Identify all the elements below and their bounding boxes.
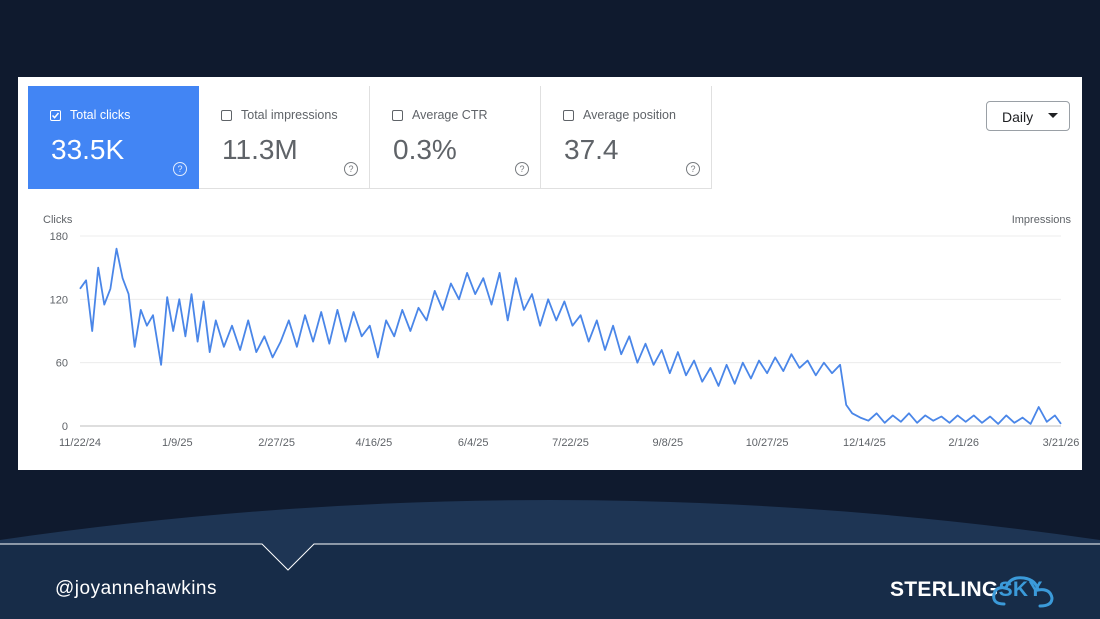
x-tick-label: 2/1/26	[948, 437, 979, 449]
checkbox-checked-icon[interactable]	[50, 110, 61, 121]
x-tick-label: 3/21/26	[1043, 437, 1080, 449]
y2-axis-label: Impressions	[1012, 214, 1072, 226]
help-icon[interactable]: ?	[344, 162, 358, 176]
help-icon[interactable]: ?	[686, 162, 700, 176]
help-icon[interactable]: ?	[515, 162, 529, 176]
search-performance-panel: Total clicks 33.5K ? Total impressions 1…	[18, 77, 1082, 470]
tile-label: Total clicks	[70, 108, 131, 122]
checkbox-icon[interactable]	[221, 110, 232, 121]
x-tick-label: 4/16/25	[356, 437, 393, 449]
x-tick-label: 9/8/25	[652, 437, 683, 449]
y-tick-label: 180	[50, 231, 68, 243]
logo-text-part1: STERLING	[890, 578, 999, 601]
caret-down-icon	[1048, 113, 1058, 118]
x-tick-label: 7/22/25	[552, 437, 589, 449]
x-tick-label: 10/27/25	[746, 437, 789, 449]
tile-value: 37.4	[564, 134, 619, 165]
metric-tiles: Total clicks 33.5K ? Total impressions 1…	[28, 86, 713, 189]
date-granularity-select[interactable]: Daily	[986, 101, 1070, 131]
tile-label: Total impressions	[241, 108, 338, 122]
checkbox-icon[interactable]	[563, 110, 574, 121]
background-wave	[0, 500, 1100, 619]
y-tick-label: 60	[56, 358, 68, 370]
tile-label: Average CTR	[412, 108, 488, 122]
twitter-handle: @joyannehawkins	[55, 578, 217, 599]
tile-total-clicks[interactable]: Total clicks 33.5K ?	[28, 86, 199, 189]
cloud-icon	[992, 576, 1054, 608]
help-icon[interactable]: ?	[173, 162, 187, 176]
x-tick-label: 12/14/25	[843, 437, 886, 449]
checkbox-icon[interactable]	[392, 110, 403, 121]
tile-value: 11.3M	[222, 134, 298, 165]
x-tick-label: 6/4/25	[458, 437, 489, 449]
tile-average-position[interactable]: Average position 37.4 ?	[541, 86, 712, 189]
series-line	[79, 247, 1062, 425]
y-axis-label: Clicks	[43, 214, 73, 226]
x-tick-label: 1/9/25	[162, 437, 193, 449]
x-tick-label: 11/22/24	[59, 437, 101, 449]
tile-total-impressions[interactable]: Total impressions 11.3M ?	[199, 86, 370, 189]
clicks-line-chart: 180 120 60 0 11/22/24 1/9/25 2/27/25 4/16/25 6/…	[43, 214, 1080, 449]
tile-value: 33.5K	[51, 134, 125, 165]
tile-average-ctr[interactable]: Average CTR 0.3% ?	[370, 86, 541, 189]
tile-label: Average position	[583, 108, 676, 122]
select-value: Daily	[1002, 109, 1034, 125]
y-tick-label: 0	[62, 421, 68, 433]
tile-value: 0.3%	[393, 134, 457, 165]
y-tick-label: 120	[50, 294, 68, 306]
logo-word: STERLINGSKY	[890, 578, 1043, 602]
x-tick-label: 2/27/25	[258, 437, 295, 449]
